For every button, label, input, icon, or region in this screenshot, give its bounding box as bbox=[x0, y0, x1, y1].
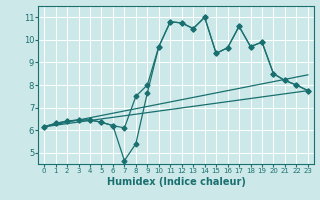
X-axis label: Humidex (Indice chaleur): Humidex (Indice chaleur) bbox=[107, 177, 245, 187]
